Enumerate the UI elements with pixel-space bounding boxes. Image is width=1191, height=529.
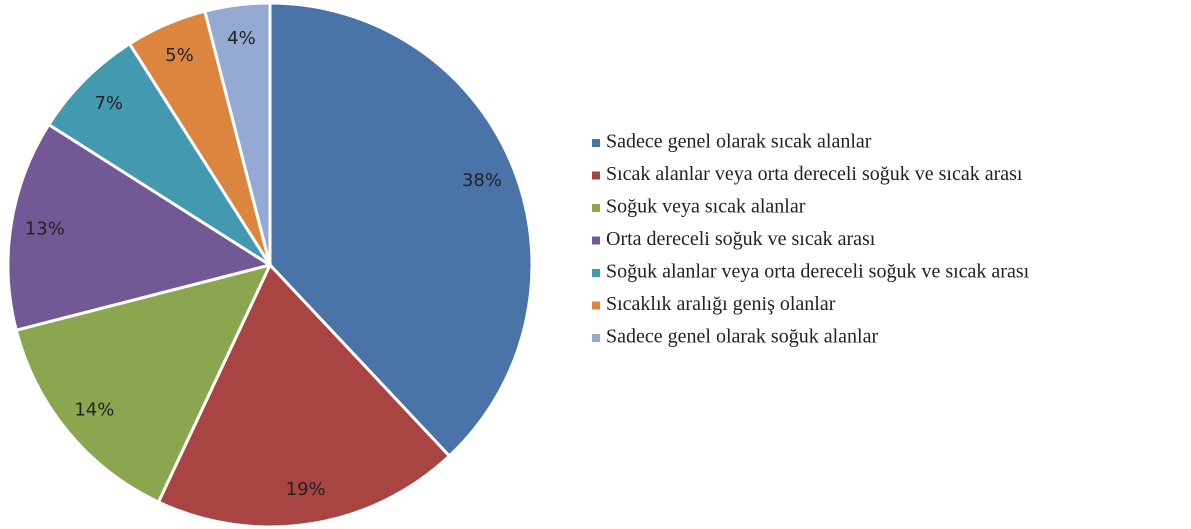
- legend-label: Sadece genel olarak sıcak alanlar: [606, 131, 872, 153]
- legend-swatch: [592, 269, 600, 277]
- pie-slice: [14, 263, 272, 504]
- data-label: 38%: [462, 170, 502, 191]
- legend-label: Orta dereceli soğuk ve sıcak arası: [606, 228, 876, 250]
- legend-label: Sadece genel olarak soğuk alanlar: [606, 326, 878, 348]
- legend-label: Soğuk veya sıcak alanlar: [606, 196, 806, 218]
- data-label: 13%: [25, 218, 65, 239]
- data-label: 14%: [74, 399, 114, 420]
- legend-label: Sıcaklık aralığı geniş olanlar: [606, 293, 836, 315]
- legend-swatch: [592, 334, 600, 342]
- legend-swatch: [592, 204, 600, 212]
- data-label: 19%: [286, 479, 326, 500]
- data-label: 5%: [165, 45, 194, 66]
- pie-slice: [203, 1, 272, 267]
- legend-swatch: [592, 236, 600, 245]
- legend-swatch: [592, 139, 600, 147]
- pie-slice: [156, 263, 451, 529]
- data-label: 7%: [94, 93, 123, 114]
- legend-label: Sıcak alanlar veya orta dereceli soğuk v…: [606, 163, 1023, 185]
- legend-label: Soğuk alanlar veya orta dereceli soğuk v…: [606, 261, 1030, 283]
- legend-swatch: [592, 301, 600, 310]
- pie-slice: [268, 1, 534, 458]
- pie-slice: [6, 123, 272, 332]
- data-label: 4%: [227, 28, 256, 49]
- legend-swatch: [592, 171, 600, 180]
- pie-slice: [47, 42, 272, 267]
